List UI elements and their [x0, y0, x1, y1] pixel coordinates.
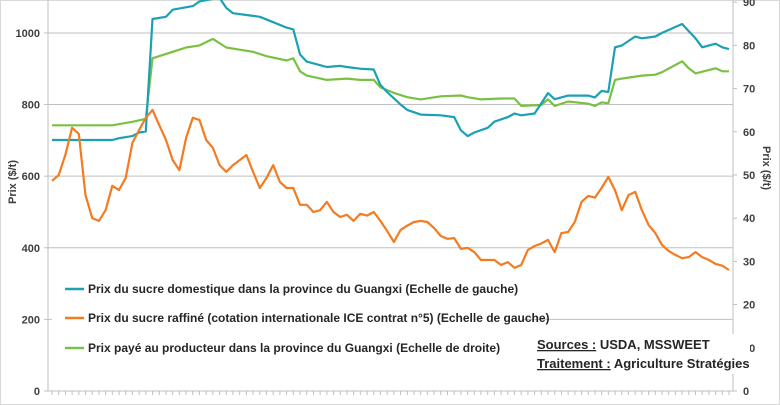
left-tick-label: 600 [22, 171, 40, 183]
left-axis-title: Prix ($/t) [7, 160, 19, 204]
right-tick-label: 50 [743, 170, 755, 182]
treatment-text: Traitement : Agriculture Stratégies [537, 356, 750, 371]
series-lines [51, 0, 730, 271]
left-tick-label: 1000 [16, 28, 40, 40]
left-tick-label: 400 [22, 243, 40, 255]
treatment-value: Agriculture Stratégies [611, 356, 750, 371]
series-line-0 [52, 0, 730, 142]
legend-label-1: Prix du sucre raffiné (cotation internat… [88, 311, 550, 325]
right-tick-label: 40 [743, 213, 755, 225]
legend: Prix du sucre domestique dans la provinc… [52, 272, 550, 364]
series-line-1 [51, 108, 730, 271]
right-axis-title: Prix ($/t) [760, 146, 772, 190]
right-tick-label: 30 [743, 256, 755, 268]
sources-box: Sources : USDA, MSSWEET Traitement : Agr… [528, 334, 750, 374]
right-tick-label: 60 [743, 127, 755, 139]
right-tick-label: 90 [743, 0, 755, 9]
sources-text: Sources : USDA, MSSWEET [537, 337, 710, 352]
sources-background [528, 334, 750, 374]
right-tick-label: 20 [743, 300, 755, 312]
axes: 020040060080010000102030405060708090 [16, 0, 755, 398]
right-tick-label: 70 [743, 84, 755, 96]
legend-label-0: Prix du sucre domestique dans la provinc… [88, 282, 518, 296]
left-tick-label: 200 [22, 314, 40, 326]
series-line-2 [52, 37, 729, 127]
legend-label-2: Prix payé au producteur dans la province… [88, 341, 500, 355]
sources-value: USDA, MSSWEET [596, 337, 709, 352]
left-tick-label: 0 [34, 386, 40, 398]
treatment-label: Traitement : [537, 356, 611, 371]
right-tick-label: 0 [743, 386, 749, 398]
left-tick-label: 800 [22, 100, 40, 112]
sources-label: Sources : [537, 337, 596, 352]
legend-background [52, 272, 522, 364]
right-tick-label: 80 [743, 40, 755, 52]
